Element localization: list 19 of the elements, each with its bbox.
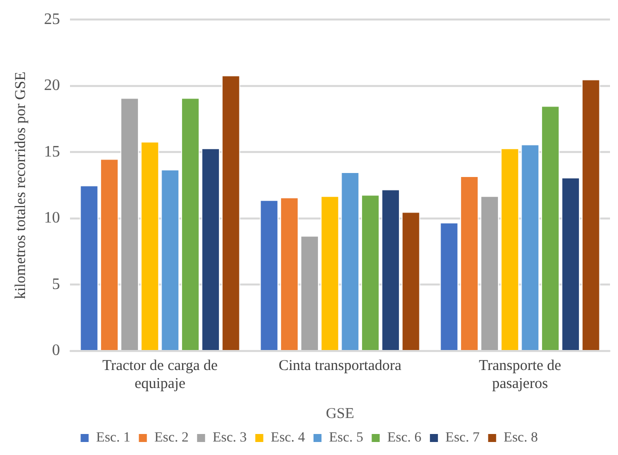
y-tick-label: 5 — [52, 276, 60, 293]
legend-label: Esc. 4 — [270, 430, 306, 446]
legend-label: Esc. 8 — [504, 430, 538, 446]
y-axis-title: kilometros totales recorridos por GSE — [12, 72, 29, 300]
x-tick-label: Transporte de pasajeros — [478, 358, 562, 392]
legend-label: Esc. 7 — [445, 430, 480, 446]
legend-label: Esc. 1 — [96, 430, 130, 446]
x-axis-title: GSE — [326, 406, 354, 422]
y-tick-label: 10 — [44, 210, 60, 227]
x-tick-label: Cinta transportadora — [278, 358, 402, 374]
legend-label: Esc. 3 — [212, 430, 247, 446]
y-tick-label: 0 — [52, 342, 60, 360]
x-tick-label: Tractor de carga de equipaje — [102, 358, 218, 392]
y-tick-label: 15 — [44, 143, 60, 160]
legend-label: Esc. 5 — [329, 430, 364, 446]
y-tick-label: 25 — [44, 10, 60, 28]
legend-label: Esc. 6 — [387, 430, 422, 446]
y-tick-label: 20 — [44, 77, 60, 94]
legend-label: Esc. 2 — [154, 430, 189, 446]
